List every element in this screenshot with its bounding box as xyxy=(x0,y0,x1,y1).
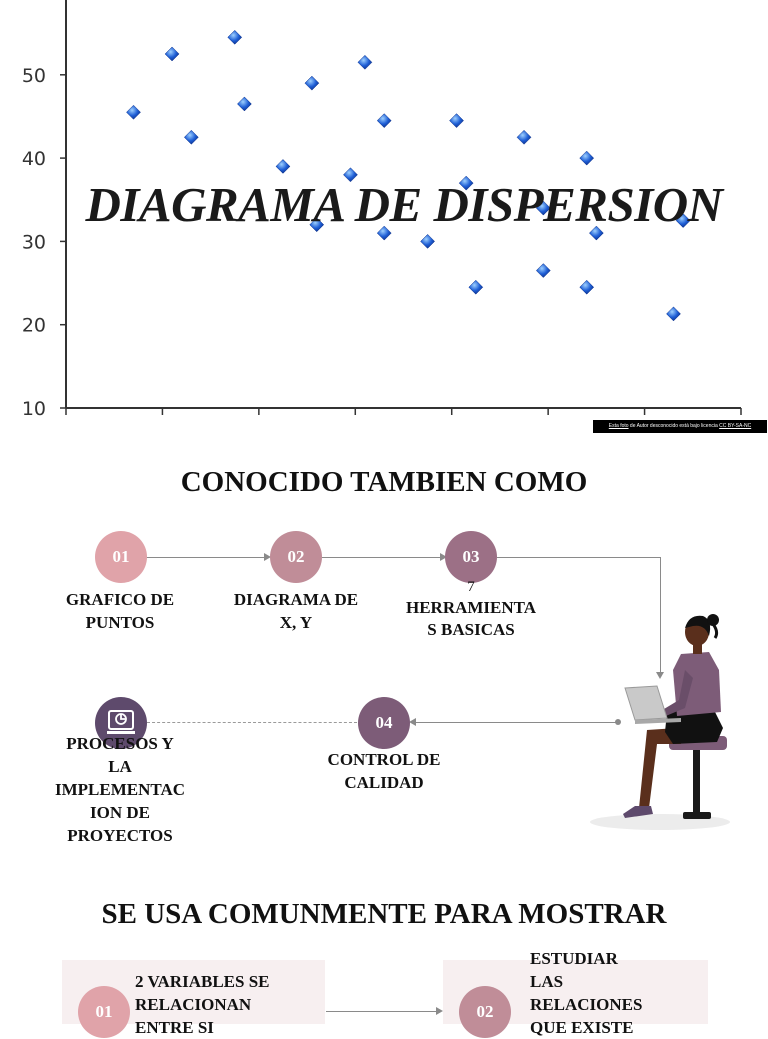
arrow-icon xyxy=(264,553,271,561)
step-02-circle: 02 xyxy=(270,531,322,583)
connector-01-02 xyxy=(146,557,268,558)
data-point xyxy=(458,175,474,191)
step-01-label: GRAFICO DE PUNTOS xyxy=(65,590,175,632)
y-tick-label: 20 xyxy=(22,315,46,337)
connector-dot xyxy=(615,719,621,725)
chart-title: DIAGRAMA DE DISPERSION xyxy=(85,177,723,232)
data-point xyxy=(468,279,484,295)
arrow-down-icon xyxy=(656,672,664,679)
chart-axes xyxy=(65,0,742,415)
usage-01-circle: 01 xyxy=(78,986,130,1038)
arrow-icon xyxy=(436,1007,443,1015)
image-attribution: Esta foto de Autor desconocido está bajo… xyxy=(593,420,767,433)
step-04-label: CONTROL DE CALIDAD xyxy=(327,750,441,792)
data-point xyxy=(376,113,392,128)
usage-02-circle: 02 xyxy=(459,986,511,1038)
connector-right-04 xyxy=(415,722,618,723)
data-point xyxy=(304,75,320,91)
step-03-label: 7 HERRAMIENTA S BASICAS xyxy=(405,579,537,639)
data-point xyxy=(589,225,604,241)
data-point xyxy=(343,167,358,183)
data-point xyxy=(579,279,595,295)
connector-02-03 xyxy=(322,557,442,558)
y-axis-ticks: 10 20 30 40 50 60 xyxy=(22,0,66,420)
data-point xyxy=(184,129,199,145)
attribution-link-license[interactable]: CC BY-SA-NC xyxy=(719,423,752,429)
y-tick-label: 30 xyxy=(22,231,46,253)
arrow-icon xyxy=(440,553,447,561)
data-point xyxy=(579,150,595,166)
data-point xyxy=(309,217,325,233)
arrow-left-icon xyxy=(409,718,416,726)
data-point xyxy=(666,306,681,322)
data-point xyxy=(535,200,551,216)
woman-with-laptop-illustration xyxy=(590,614,730,830)
section-title-conocido: CONOCIDO TAMBIEN COMO xyxy=(180,466,588,498)
usage-01-text: 2 VARIABLES SE RELACIONAN ENTRE SI xyxy=(135,972,270,1037)
data-points xyxy=(126,29,691,322)
data-point xyxy=(275,159,291,174)
y-tick-label: 10 xyxy=(22,398,46,420)
y-tick-label: 40 xyxy=(22,148,46,170)
scatter-chart: 10 20 30 40 50 60 xyxy=(22,0,742,420)
step-01-circle: 01 xyxy=(95,531,147,583)
data-point xyxy=(449,113,464,128)
attribution-text: de Autor desconocido está bajo licencia xyxy=(628,423,720,429)
y-tick-label: 60 xyxy=(22,0,46,4)
attribution-link-photo[interactable]: Esta foto xyxy=(608,423,629,429)
data-point xyxy=(126,104,141,120)
connector-down xyxy=(660,557,661,673)
usage-02-text: ESTUDIAR LAS RELACIONES QUE EXISTE xyxy=(530,949,643,1037)
step-04-circle: 04 xyxy=(358,697,410,749)
connector-usage xyxy=(326,1011,438,1012)
data-point xyxy=(516,129,532,145)
data-point xyxy=(357,54,373,70)
step-last-label: PROCESOS Y LA IMPLEMENTAC ION DE PROYECT… xyxy=(54,734,185,845)
connector-04-last xyxy=(147,722,357,723)
data-point xyxy=(237,96,252,112)
section-title-se-usa: SE USA COMUNMENTE PARA MOSTRAR xyxy=(101,898,667,930)
step-02-label: DIAGRAMA DE X, Y xyxy=(233,590,359,632)
data-point xyxy=(535,263,551,278)
step-03-circle: 03 xyxy=(445,531,497,583)
data-point xyxy=(227,29,243,45)
data-point xyxy=(164,46,180,62)
y-tick-label: 50 xyxy=(22,65,46,87)
step-last-circle xyxy=(95,697,147,749)
connector-03-right xyxy=(497,557,660,558)
data-point xyxy=(376,225,392,241)
data-point xyxy=(420,234,435,249)
data-point xyxy=(675,213,691,228)
chart-monitor-icon xyxy=(107,710,135,734)
